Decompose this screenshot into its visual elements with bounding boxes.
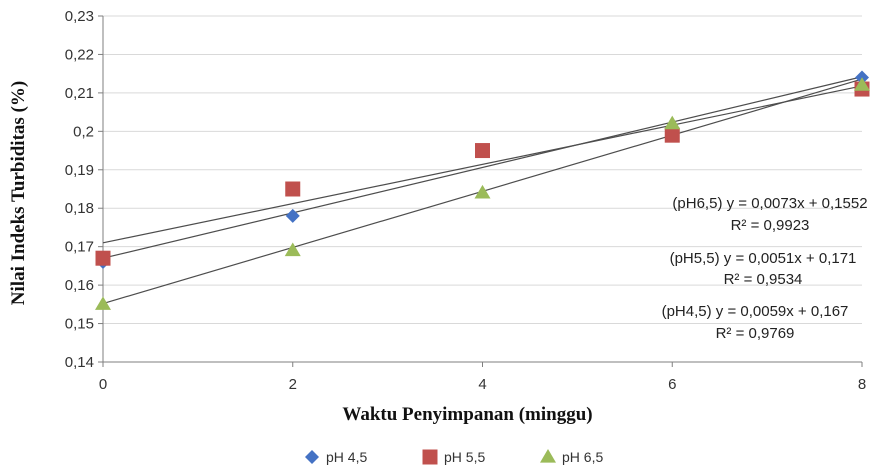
equation-annotations: (pH6,5) y = 0,0073x + 0,1552 R² = 0,9923… [662, 195, 868, 342]
r2-ph65: R² = 0,9923 [731, 217, 810, 234]
data-point [475, 143, 490, 159]
x-tick-label: 0 [99, 376, 107, 393]
y-tick-label: 0,21 [65, 85, 94, 102]
equation-ph65: (pH6,5) y = 0,0073x + 0,1552 [672, 195, 867, 212]
data-point [285, 208, 300, 223]
x-tick-label: 8 [858, 376, 866, 393]
y-tick-label: 0,14 [65, 354, 94, 371]
legend-marker [422, 449, 438, 465]
data-point [664, 127, 680, 143]
x-axis-title: Waktu Penyimpanan (minggu) [342, 404, 592, 425]
y-tick-label: 0,2 [73, 123, 94, 140]
gridlines [103, 15, 862, 363]
data-point [285, 181, 301, 197]
y-tick-label: 0,15 [65, 316, 94, 333]
y-tick-label: 0,22 [65, 46, 94, 63]
legend-item: pH 4,5 [305, 449, 367, 465]
x-tick-label: 2 [289, 376, 297, 393]
y-tick-label: 0,19 [65, 162, 94, 179]
data-point [95, 250, 111, 266]
equation-ph45: (pH4,5) y = 0,0059x + 0,167 [662, 303, 849, 320]
y-tick-label: 0,17 [65, 239, 94, 256]
equation-ph55: (pH5,5) y = 0,0051x + 0,171 [670, 250, 857, 267]
legend-label: pH 4,5 [326, 449, 367, 465]
y-tick-label: 0,16 [65, 277, 94, 294]
legend-item: pH 5,5 [422, 449, 485, 465]
legend-marker [305, 450, 319, 464]
data-point [95, 296, 111, 310]
y-tick-label: 0,18 [65, 200, 94, 217]
trendline [102, 76, 863, 259]
legend-label: pH 5,5 [444, 449, 485, 465]
trendline [102, 85, 863, 244]
data-point [474, 184, 491, 199]
legend: pH 4,5 pH 5,5 pH 6,5 [305, 449, 603, 465]
x-tick-label: 6 [668, 376, 676, 393]
x-tick-label: 4 [478, 376, 486, 393]
axes: 0,14 0,15 0,16 0,17 0,18 0,19 0,2 0,21 0,22 0,23 0… [65, 8, 866, 393]
r2-ph45: R² = 0,9769 [716, 325, 795, 342]
legend-label: pH 6,5 [562, 449, 603, 465]
data-points [95, 70, 870, 310]
legend-item: pH 6,5 [540, 449, 603, 465]
r2-ph55: R² = 0,9534 [724, 271, 803, 288]
y-axis-title: Nilai Indeks Turbiditas (%) [8, 81, 29, 305]
data-point [664, 115, 681, 130]
data-point [854, 77, 870, 91]
data-point [284, 242, 301, 257]
legend-marker [540, 449, 556, 463]
y-tick-label: 0,23 [65, 8, 94, 25]
